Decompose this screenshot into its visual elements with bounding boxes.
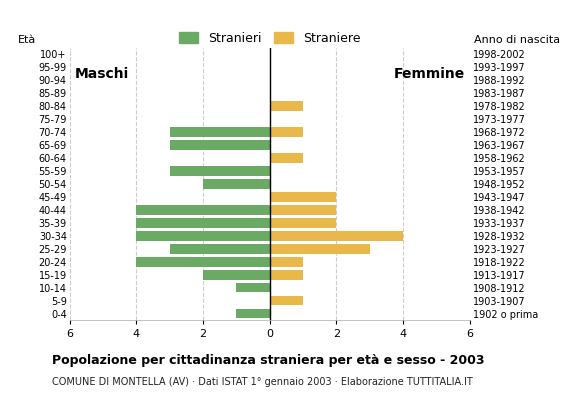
Bar	[136, 205, 270, 215]
Bar	[136, 257, 270, 266]
Bar	[270, 218, 336, 228]
Text: Anno di nascita: Anno di nascita	[474, 35, 560, 45]
Bar	[270, 244, 370, 254]
Text: COMUNE DI MONTELLA (AV) · Dati ISTAT 1° gennaio 2003 · Elaborazione TUTTITALIA.I: COMUNE DI MONTELLA (AV) · Dati ISTAT 1° …	[52, 377, 473, 387]
Bar	[170, 127, 270, 137]
Bar	[170, 244, 270, 254]
Bar	[170, 166, 270, 176]
Bar	[237, 309, 270, 318]
Bar	[270, 257, 303, 266]
Text: Maschi: Maschi	[75, 67, 129, 81]
Bar	[270, 270, 303, 280]
Bar	[270, 102, 303, 111]
Bar	[136, 218, 270, 228]
Bar	[237, 283, 270, 292]
Bar	[270, 296, 303, 306]
Bar	[136, 231, 270, 241]
Bar	[203, 270, 270, 280]
Legend: Stranieri, Straniere: Stranieri, Straniere	[174, 27, 365, 50]
Text: Popolazione per cittadinanza straniera per età e sesso - 2003: Popolazione per cittadinanza straniera p…	[52, 354, 485, 367]
Bar	[270, 192, 336, 202]
Bar	[270, 231, 403, 241]
Bar	[270, 153, 303, 163]
Bar	[203, 179, 270, 189]
Bar	[270, 205, 336, 215]
Text: Femmine: Femmine	[394, 67, 465, 81]
Text: Età: Età	[17, 35, 36, 45]
Bar	[170, 140, 270, 150]
Bar	[270, 127, 303, 137]
